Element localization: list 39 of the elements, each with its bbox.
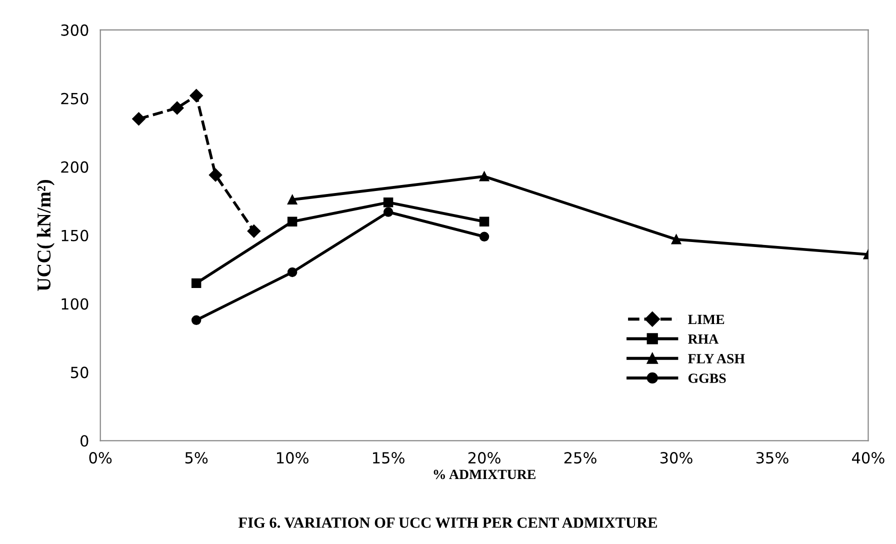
text: FIG 6. VARIATION OF UCC WITH PER CENT ADMIXTURE <box>238 518 657 528</box>
point <box>383 198 394 208</box>
y-tick-label: 0 <box>80 435 88 447</box>
x-tick-label: 40% <box>852 452 884 464</box>
legend-label: FLY ASH <box>688 354 745 364</box>
x-axis-title: % ADMIXTURE <box>434 470 536 480</box>
legend-label: GGBS <box>688 374 726 383</box>
y-tick-label: 50 <box>70 366 88 378</box>
y-axis-title: UCC( kN/m²) <box>36 180 55 291</box>
point <box>247 224 261 238</box>
point <box>479 172 490 182</box>
y-tick-label: 200 <box>61 161 88 173</box>
point <box>190 89 203 102</box>
x-tick-label: 20% <box>468 452 500 464</box>
x-tick-label: 30% <box>660 452 692 464</box>
point <box>191 315 202 326</box>
point <box>479 216 490 226</box>
x-tick-label: 35% <box>756 452 788 464</box>
point <box>383 207 394 217</box>
y-tick-label: 150 <box>62 230 88 242</box>
legend-label: RHA <box>688 334 719 344</box>
point <box>479 232 490 242</box>
point <box>170 101 184 115</box>
point <box>191 278 202 288</box>
point <box>671 234 682 244</box>
y-tick-label: 100 <box>62 298 88 310</box>
x-tick-label: 25% <box>564 452 596 464</box>
legend-label: LIME <box>688 314 724 324</box>
point <box>208 168 222 182</box>
point <box>287 216 298 226</box>
x-tick-label: 5% <box>185 452 208 464</box>
x-tick-label: 0% <box>89 452 112 464</box>
y-tick-label: 250 <box>61 92 88 104</box>
x-tick-label: 10% <box>277 452 308 464</box>
point <box>287 267 298 278</box>
y-tick-label: 300 <box>61 24 88 36</box>
point <box>132 112 146 126</box>
point <box>287 194 298 205</box>
x-tick-label: 15% <box>373 452 404 464</box>
